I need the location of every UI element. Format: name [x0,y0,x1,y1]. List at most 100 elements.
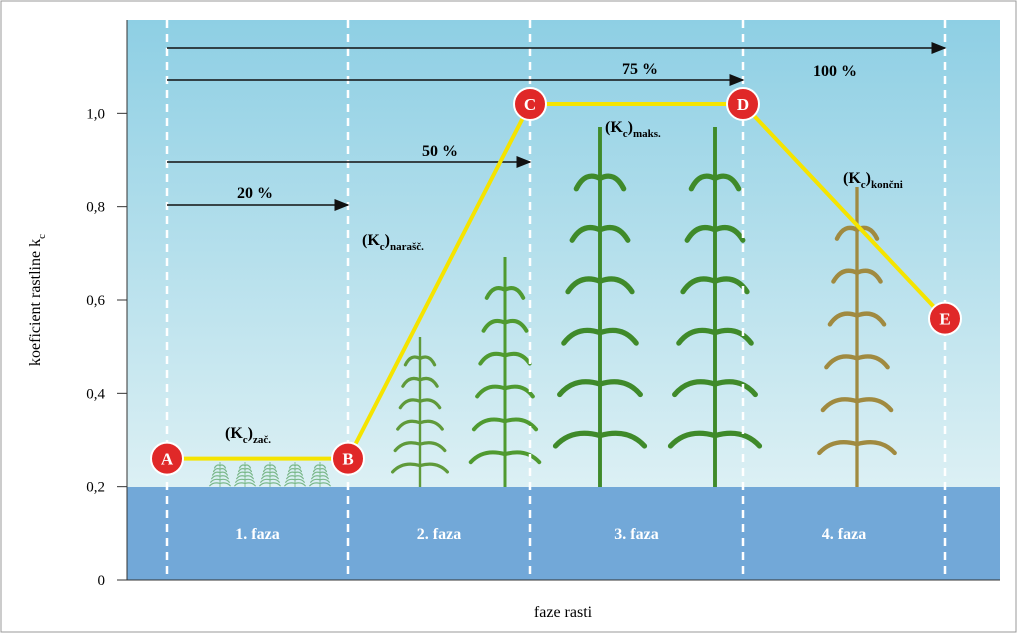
leaf [401,376,422,388]
leaf [667,430,718,449]
leaf [565,276,603,295]
leaf [219,482,231,487]
leaf [269,464,277,469]
leaf [597,276,635,295]
text-part: ) [385,232,390,249]
leaf [475,384,507,399]
leaf [319,482,331,487]
leaf [854,311,887,327]
leaf [712,224,746,243]
leaf [294,478,305,483]
text-part: (K [605,119,623,136]
leaf [676,327,718,346]
leaf [418,398,442,410]
y-tick-label: 0,2 [86,480,105,496]
leaf [262,468,271,473]
leaf [418,355,437,367]
leaf [391,462,422,474]
leaf [285,478,296,483]
leaf [244,471,253,476]
y-tick-label: 1,0 [86,106,105,122]
point [928,301,962,336]
leaf [597,224,631,243]
leaf [259,482,271,487]
leaf [680,276,718,295]
arrow-label: 50 % [422,143,458,160]
text-part: ) [248,425,253,442]
y-axis-label: koeficient rastline kc [27,234,48,366]
leaf [263,464,271,469]
y-tick-label: 0 [98,573,106,589]
leaf [237,468,246,473]
leaf [212,468,221,473]
subscript: končni [871,179,903,191]
leaf [418,441,447,453]
leaf [396,419,422,431]
leaf [597,430,648,449]
kc-label: (Kc)zač. [225,425,271,446]
phase-label: 1. faza [235,526,279,543]
leaf [269,475,279,480]
leaf [211,475,221,480]
leaf [712,430,763,449]
leaf [269,478,280,483]
subscript: c [861,179,866,191]
phase-label: 3. faza [614,526,658,543]
leaf [403,355,422,367]
leaf [236,475,246,480]
leaf [834,225,860,241]
leaf [269,482,281,487]
leaf [309,482,321,487]
leaf [219,468,228,473]
kc-label: (Kc)maks. [605,119,661,140]
point-label: D [737,95,749,114]
leaf [235,478,246,483]
leaf [503,417,539,432]
leaf [261,475,271,480]
text-part: (K [225,425,243,442]
point [150,441,184,476]
y-tick-label: 0,6 [86,293,105,309]
leaf [597,379,643,398]
subscript: c [623,128,628,140]
plants [209,127,897,487]
leaf [244,464,252,469]
leaf [481,318,507,333]
leaf [288,464,296,469]
leaf [269,471,278,476]
leaf [312,471,321,476]
leaf [393,441,422,453]
text-part: ) [628,119,633,136]
leaf [310,478,321,483]
leaf [557,379,603,398]
leaf [219,464,227,469]
leaf [854,440,897,456]
leaf [672,379,718,398]
point-label: A [161,450,174,469]
leaf [561,327,603,346]
leaf [294,471,303,476]
leaf [854,268,883,284]
leaf [503,450,542,465]
leaf [238,464,246,469]
leaf [313,464,321,469]
leaf [294,475,304,480]
leaf [219,475,229,480]
leaf [817,440,860,456]
leaf [418,462,449,474]
leaf [712,276,750,295]
leaf [284,482,296,487]
leaf [319,478,330,483]
arrow-label: 20 % [237,185,273,202]
ground [127,487,1000,580]
text-part: ) [866,170,871,187]
leaf [294,468,303,473]
leaf [319,475,329,480]
x-axis-label: faze rasti [534,604,593,621]
leaf [824,354,860,370]
leaf [260,478,271,483]
point [513,87,547,121]
leaf [294,464,302,469]
